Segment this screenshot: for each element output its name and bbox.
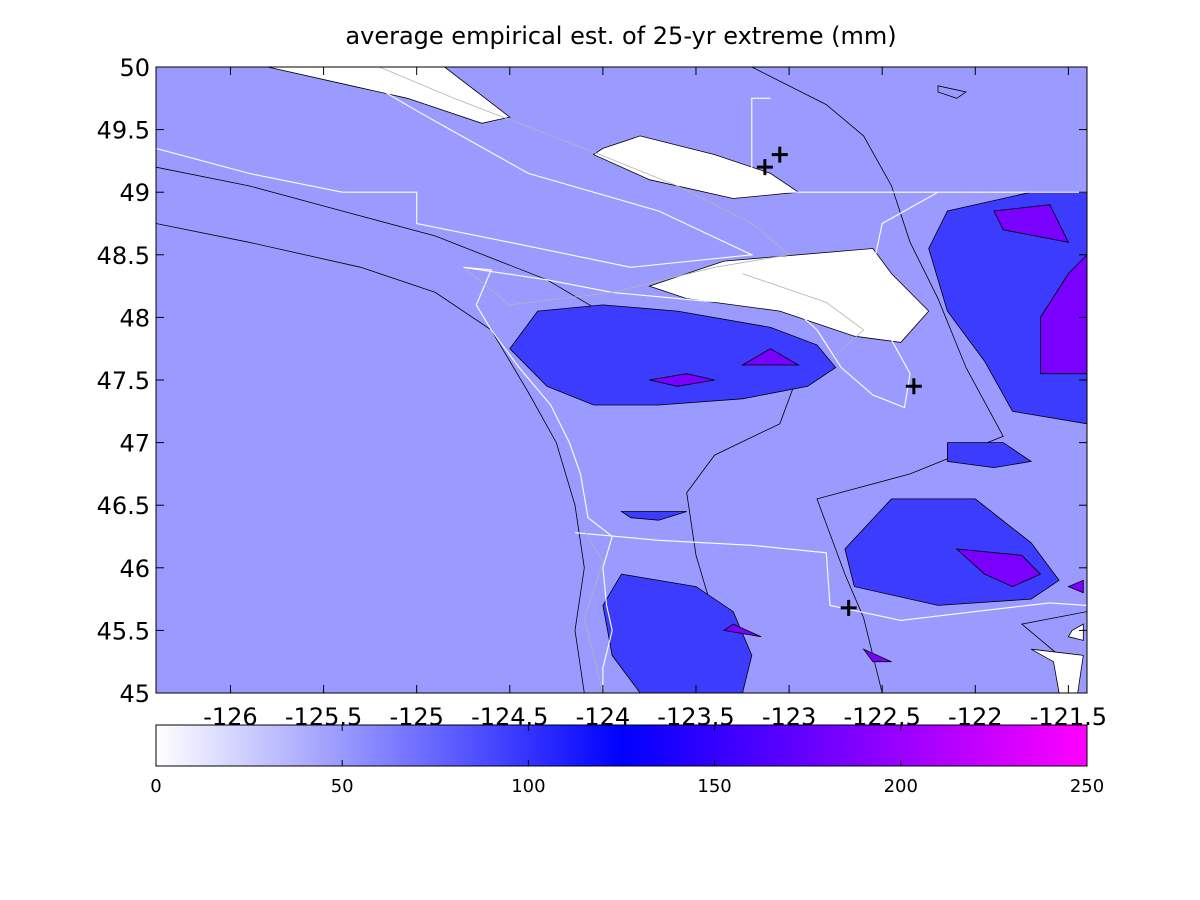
- colorbar-tick-label: 150: [697, 776, 731, 797]
- colorbar-tick-label: 200: [884, 776, 918, 797]
- y-axis: 45 45.5 46 46.5 47 47.5 48 48.5 49 49.5 50: [97, 54, 1087, 708]
- colorbar-axis: 0 50 100 150 200 250: [150, 725, 1104, 797]
- contour-region-0-50-4: [267, 67, 511, 124]
- contour-region-150-200-15: [649, 373, 715, 387]
- y-tick-label: 45.5: [97, 617, 150, 645]
- contour-region-150-200-19: [993, 204, 1070, 243]
- y-tick-label: 48: [119, 304, 150, 332]
- coastline-outline-2: [574, 532, 1087, 621]
- station-markers: [756, 146, 922, 616]
- contour-regions: [156, 67, 1087, 693]
- y-tick-label: 46: [119, 555, 150, 583]
- contour-region-50-100-1: [156, 67, 1004, 693]
- station-marker-2: [905, 378, 922, 395]
- coastline-outline-4: [156, 67, 754, 268]
- coastline-outline-1: [463, 191, 939, 409]
- station-marker-0: [756, 159, 773, 176]
- coastline-outline-6: [742, 273, 865, 356]
- station-marker-1: [771, 146, 788, 163]
- contour-region-50-100-3: [937, 85, 967, 99]
- contour-region-150-200-18: [1067, 579, 1084, 594]
- contour-region-150-200-20: [1040, 254, 1087, 375]
- contour-region-100-150-9: [509, 304, 837, 406]
- y-tick-label: 47: [119, 430, 150, 458]
- contour-region-0-50-7: [1030, 648, 1084, 693]
- chart-title: average empirical est. of 25-yr extreme …: [345, 22, 896, 50]
- y-tick-label: 48.5: [97, 242, 150, 270]
- colorbar: [155, 724, 1088, 767]
- coastline-outline-0: [463, 266, 613, 693]
- contour-region-150-200-17: [955, 548, 1042, 588]
- contour-region-50-100-0: [156, 223, 585, 693]
- contour-region-150-200-16: [741, 348, 800, 366]
- contour-region-0-50-8: [1067, 623, 1084, 641]
- y-tick-label: 47.5: [97, 367, 150, 395]
- contour-region-150-200-21: [722, 623, 762, 638]
- y-tick-label: 50: [119, 54, 150, 82]
- coastline-outline-3: [751, 97, 1087, 193]
- colorbar-tick-label: 50: [331, 776, 354, 797]
- contour-region-100-150-14: [947, 442, 1033, 469]
- y-tick-label: 49: [119, 179, 150, 207]
- contour-region-0-50-6: [648, 248, 930, 343]
- y-tick-label: 45: [119, 680, 150, 708]
- y-tick-label: 49.5: [97, 117, 150, 145]
- y-tick-label: 46.5: [97, 492, 150, 520]
- contour-region-100-150-11: [602, 573, 753, 693]
- coastline-outline-5: [379, 67, 791, 306]
- coastline-outline-7: [583, 529, 604, 693]
- contour-region-100-150-10: [620, 511, 687, 521]
- colorbar-tick-label: 250: [1070, 776, 1104, 797]
- coastline-outlines: [156, 67, 1087, 693]
- contour-region-150-200-22: [862, 648, 892, 663]
- station-marker-3: [840, 599, 857, 616]
- colorbar-tick-label: 100: [511, 776, 545, 797]
- colorbar-tick-label: 0: [150, 776, 161, 797]
